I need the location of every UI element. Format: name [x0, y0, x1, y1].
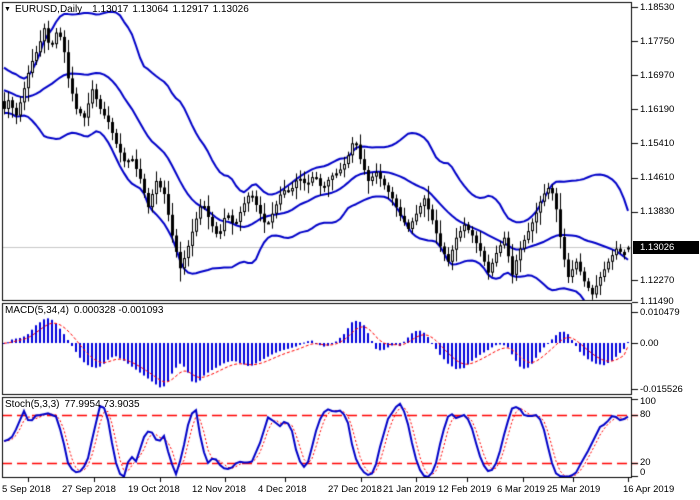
price-tick: 1.12270 — [640, 275, 675, 286]
date-tick: 27 Sep 2018 — [62, 484, 116, 495]
ohlc-low: 1.12917 — [172, 4, 209, 15]
date-tick: 5 Sep 2018 — [2, 484, 51, 495]
macd-tick: 0.010479 — [640, 307, 680, 318]
ohlc-close: 1.13026 — [212, 4, 249, 15]
date-tick: 4 Dec 2018 — [258, 484, 307, 495]
date-tick: 12 Feb 2019 — [438, 484, 492, 495]
date-tick: 25 Mar 2019 — [547, 484, 601, 495]
stoch-tick: 20 — [640, 457, 651, 468]
price-tick: 1.14610 — [640, 172, 675, 183]
price-tick: 1.11490 — [640, 296, 674, 307]
symbol-period-label: EURUSD,Daily — [14, 4, 83, 15]
ohlc-open: 1.13017 — [92, 4, 129, 15]
macd-tick: 0.00 — [640, 338, 659, 349]
date-tick: 6 Mar 2019 — [497, 484, 546, 495]
symbol-info-line: ▼ EURUSD,Daily 1.13017 1.13064 1.12917 1.1302… — [4, 4, 249, 15]
price-tick: 1.16970 — [640, 70, 675, 81]
stoch-indicator-label: Stoch(5,3,3) — [5, 399, 60, 410]
stoch-tick: 80 — [640, 409, 651, 420]
stoch-tick: 0 — [640, 467, 646, 478]
symbol-dropdown-icon[interactable]: ▼ — [4, 6, 11, 13]
ohlc-high: 1.13064 — [132, 4, 169, 15]
macd-label-line: MACD(5,34,4) 0.000328 -0.001093 — [5, 305, 163, 316]
date-tick: 27 Dec 2018 — [328, 484, 382, 495]
price-tick: 1.18530 — [640, 2, 675, 13]
date-tick: 21 Jan 2019 — [383, 484, 436, 495]
price-tick: 1.16190 — [640, 104, 675, 115]
date-tick: 12 Nov 2018 — [192, 484, 246, 495]
macd-tick: -0.015526 — [640, 384, 683, 395]
macd-values: 0.000328 -0.001093 — [73, 305, 164, 316]
stoch-label-line: Stoch(5,3,3) 77.9954 73.9035 — [5, 399, 140, 410]
date-tick: 16 Apr 2019 — [623, 484, 675, 495]
macd-indicator-label: MACD(5,34,4) — [5, 305, 69, 316]
current-price-tag: 1.13026 — [633, 241, 699, 254]
price-tick: 1.17750 — [640, 36, 675, 47]
price-tick: 1.13830 — [640, 206, 675, 217]
price-tick: 1.15410 — [640, 138, 675, 149]
stoch-values: 77.9954 73.9035 — [64, 399, 140, 410]
stoch-tick: 100 — [640, 396, 656, 407]
date-tick: 19 Oct 2018 — [128, 484, 180, 495]
